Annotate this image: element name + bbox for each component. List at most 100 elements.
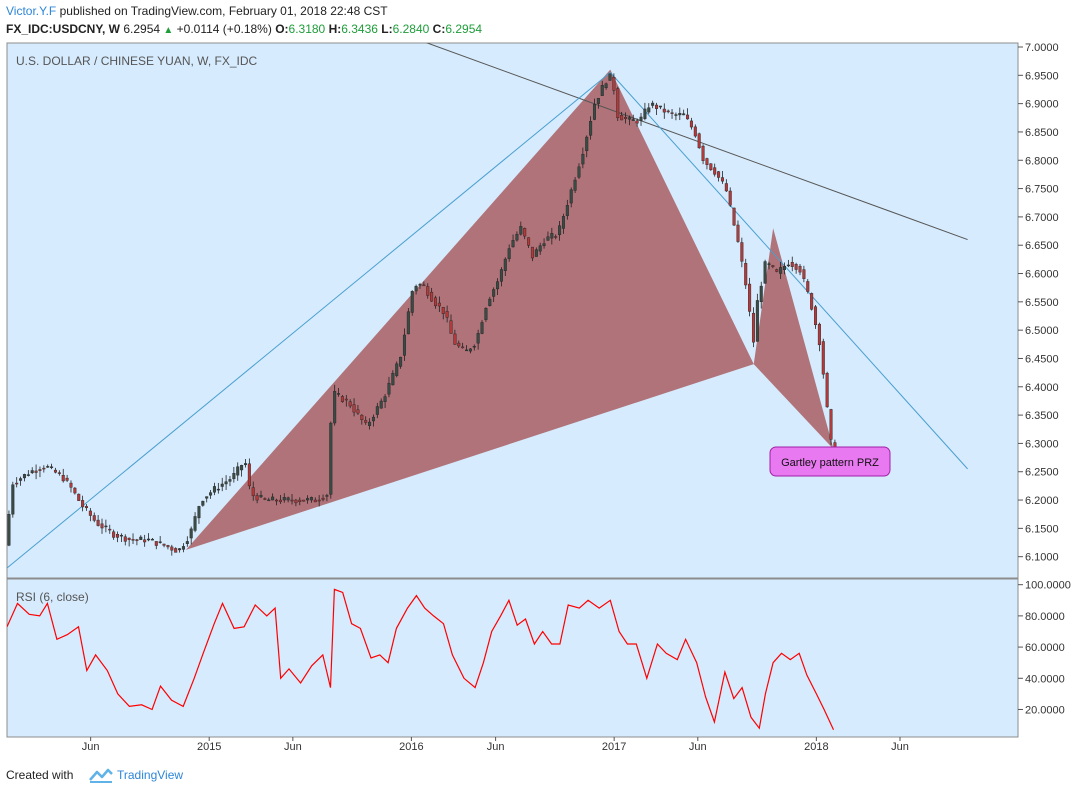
candle-body bbox=[573, 179, 577, 191]
price-axis-label: 6.2500 bbox=[1025, 467, 1059, 479]
candle-body bbox=[383, 396, 387, 402]
candle-body bbox=[786, 264, 790, 267]
price-axis-label: 6.2000 bbox=[1025, 495, 1059, 507]
candle-body bbox=[220, 483, 224, 487]
candle-body bbox=[449, 320, 453, 334]
candle-body bbox=[705, 158, 709, 165]
candle-body bbox=[391, 372, 395, 386]
candle-body bbox=[422, 284, 426, 287]
candle-body bbox=[26, 474, 30, 476]
candle-body bbox=[131, 539, 135, 541]
candle-body bbox=[616, 88, 620, 119]
prz-label-box bbox=[769, 446, 891, 477]
candle-body bbox=[313, 499, 317, 503]
author-link[interactable]: Victor.Y.F bbox=[6, 4, 57, 18]
candle-body bbox=[418, 284, 422, 286]
candle-body bbox=[375, 406, 379, 415]
candle-body bbox=[139, 536, 143, 540]
rsi-axis-label: 100.0000 bbox=[1025, 580, 1071, 592]
price-axis-label: 6.8500 bbox=[1025, 127, 1059, 139]
candle-body bbox=[275, 499, 279, 502]
candle-body bbox=[181, 546, 185, 550]
candle-body bbox=[480, 322, 484, 334]
candle-body bbox=[352, 404, 356, 413]
price-axis-label: 6.6000 bbox=[1025, 269, 1059, 281]
candle-body bbox=[624, 117, 628, 119]
candle-body bbox=[682, 113, 686, 116]
candle-body bbox=[647, 107, 651, 113]
price-axis-label: 6.3500 bbox=[1025, 410, 1059, 422]
candle-body bbox=[697, 133, 701, 149]
close-label: C: bbox=[432, 22, 446, 36]
candle-body bbox=[15, 482, 19, 485]
candle-body bbox=[302, 499, 306, 502]
candle-body bbox=[689, 120, 693, 128]
candle-body bbox=[631, 119, 635, 121]
candle-body bbox=[530, 246, 534, 259]
candle-body bbox=[620, 115, 624, 121]
candle-body bbox=[604, 83, 608, 88]
candle-body bbox=[736, 224, 740, 242]
candle-body bbox=[216, 488, 220, 491]
tradingview-logo-icon[interactable] bbox=[88, 766, 114, 786]
candle-body bbox=[251, 487, 255, 497]
candle-body bbox=[720, 177, 724, 182]
chart-area[interactable]: Gartley pattern PRZ 7.0000 6.9500 6.9000 6.… bbox=[0, 40, 1082, 768]
candle-body bbox=[771, 265, 775, 267]
candle-body bbox=[247, 463, 251, 487]
candle-body bbox=[437, 302, 441, 307]
candle-body bbox=[585, 136, 589, 152]
candle-body bbox=[457, 342, 461, 347]
candle-body bbox=[298, 499, 302, 502]
candle-body bbox=[104, 525, 108, 528]
candle-body bbox=[744, 263, 748, 286]
candle-body bbox=[178, 548, 182, 551]
candle-body bbox=[170, 546, 174, 551]
rsi-axis-label: 40.0000 bbox=[1025, 673, 1065, 685]
price-axis-label: 6.5500 bbox=[1025, 297, 1059, 309]
candle-body bbox=[542, 243, 546, 246]
symbol-label: FX_IDC:USDCNY, W bbox=[6, 22, 121, 36]
tradingview-brand-link[interactable]: TradingView bbox=[117, 768, 184, 782]
price-axis-label: 6.6500 bbox=[1025, 240, 1059, 252]
low-label: L: bbox=[381, 22, 393, 36]
rsi-pane-bg[interactable] bbox=[6, 578, 1019, 738]
candle-body bbox=[775, 269, 779, 272]
candle-body bbox=[329, 422, 333, 495]
candle-body bbox=[135, 539, 139, 541]
price-axis-label: 6.9000 bbox=[1025, 99, 1059, 111]
candle-body bbox=[724, 183, 728, 192]
candle-body bbox=[143, 539, 147, 543]
candle-body bbox=[46, 466, 50, 468]
time-axis-label: 2018 bbox=[804, 741, 828, 753]
candle-body bbox=[73, 487, 77, 494]
chart-header: Victor.Y.F published on TradingView.com,… bbox=[0, 0, 1082, 40]
candle-body bbox=[643, 108, 647, 119]
candle-body bbox=[263, 498, 267, 500]
price-axis-label: 6.7000 bbox=[1025, 212, 1059, 224]
candle-body bbox=[651, 102, 655, 106]
candle-body bbox=[185, 541, 189, 544]
candle-body bbox=[57, 472, 61, 474]
axis-layer: 7.0000 6.9500 6.9000 6.8500 6.8000 6.7500 6.70… bbox=[82, 42, 1071, 753]
candle-body bbox=[748, 283, 752, 312]
candle-body bbox=[193, 516, 197, 531]
rsi-line bbox=[7, 588, 835, 731]
candle-body bbox=[658, 105, 662, 108]
candle-body bbox=[30, 470, 34, 474]
candle-body bbox=[112, 531, 116, 538]
candle-body bbox=[433, 297, 437, 307]
candle-body bbox=[686, 114, 690, 120]
candle-body bbox=[550, 233, 554, 239]
candle-body bbox=[527, 237, 531, 246]
candle-body bbox=[496, 281, 500, 290]
candle-body bbox=[600, 85, 604, 96]
candle-body bbox=[19, 478, 23, 481]
price-axis-label: 6.4500 bbox=[1025, 353, 1059, 365]
candle-body bbox=[635, 120, 639, 124]
candle-body bbox=[759, 285, 763, 303]
candle-body bbox=[592, 104, 596, 120]
candle-body bbox=[503, 258, 507, 271]
trendline-1 bbox=[7, 72, 611, 569]
prz-label-text: Gartley pattern PRZ bbox=[781, 457, 879, 469]
